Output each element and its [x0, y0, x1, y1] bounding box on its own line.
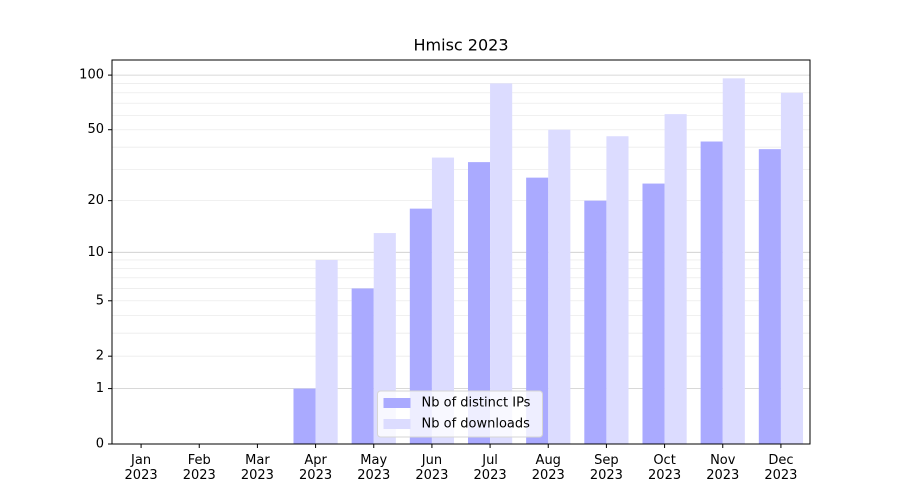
x-tick-label: Jun 2023: [415, 453, 449, 483]
bar: [351, 288, 374, 444]
legend-label: Nb of downloads: [422, 417, 531, 432]
bar: [758, 149, 781, 444]
y-tick-label: 100: [79, 68, 104, 83]
x-tick-label: Apr 2023: [299, 453, 333, 483]
bar: [431, 157, 455, 444]
y-tick-label: 20: [87, 193, 104, 208]
bar: [664, 114, 687, 445]
bar: [722, 78, 745, 444]
x-tick-label: Sep 2023: [589, 453, 623, 483]
bar: [409, 208, 432, 444]
x-tick-label: May 2023: [357, 453, 391, 483]
plot-frame: [111, 59, 811, 445]
chart-title: Hmisc 2023: [414, 36, 509, 55]
x-tick-label: Mar 2023: [240, 453, 274, 483]
x-tick-label: Oct 2023: [648, 453, 682, 483]
bar: [490, 83, 513, 445]
legend-swatch: [383, 398, 411, 408]
x-tick-label: Feb 2023: [182, 453, 216, 483]
x-tick-label: Aug 2023: [531, 453, 565, 483]
bar: [606, 136, 629, 444]
bar: [315, 259, 338, 444]
bar: [584, 200, 607, 444]
bar: [526, 177, 549, 444]
legend-box: [377, 390, 543, 438]
y-tick-label: 1: [96, 381, 104, 396]
bar: [642, 183, 665, 445]
y-tick-label: 50: [87, 122, 104, 137]
y-tick-label: 2: [96, 349, 104, 364]
x-tick-label: Jul 2023: [473, 453, 507, 483]
bar: [548, 129, 571, 444]
bar: [700, 141, 723, 444]
legend-swatch: [383, 419, 411, 429]
x-tick-label: Jan 2023: [124, 453, 158, 483]
bar: [467, 162, 491, 444]
x-tick-label: Nov 2023: [706, 453, 740, 483]
bar: [780, 92, 804, 444]
y-tick-label: 0: [96, 437, 104, 452]
legend-label: Nb of distinct IPs: [422, 396, 531, 411]
y-tick-label: 10: [87, 245, 104, 260]
y-tick-label: 5: [96, 293, 104, 308]
x-tick-label: Dec 2023: [764, 453, 798, 483]
bar: [293, 388, 316, 444]
